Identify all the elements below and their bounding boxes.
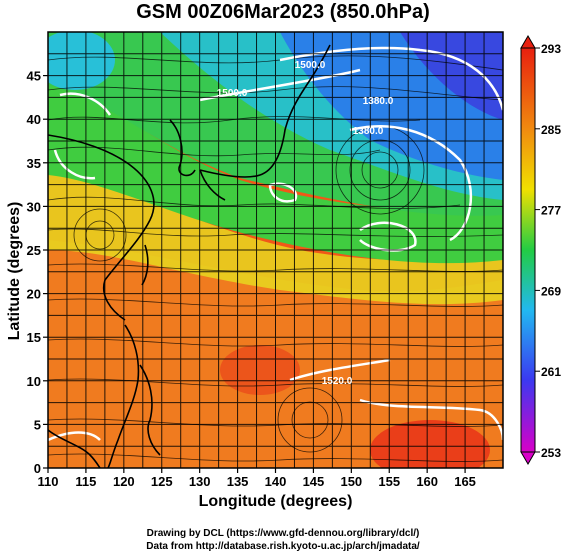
x-axis-ticks: 110 115 120 125 130 135 140 145 150 155 160 165 <box>38 468 476 489</box>
y-tick-label: 45 <box>27 69 41 84</box>
x-tick-label: 110 <box>38 474 59 489</box>
contour-label: 1380.0 <box>353 126 384 137</box>
x-tick-label: 125 <box>151 474 173 489</box>
colorbar-tick-label: 269 <box>541 284 561 298</box>
x-tick-label: 165 <box>454 474 476 489</box>
colorbar-top-arrow <box>520 35 536 49</box>
x-tick-label: 130 <box>189 474 211 489</box>
y-axis-title: Latitude (degrees) <box>6 201 23 341</box>
colorbar-tick-label: 277 <box>541 204 561 218</box>
x-tick-label: 140 <box>265 474 287 489</box>
page-title: GSM 00Z06Mar2023 (850.0hPa) <box>136 1 430 23</box>
x-tick-label: 120 <box>113 474 135 489</box>
contour-label: 1500.0 <box>295 60 326 71</box>
x-tick-label: 145 <box>303 474 325 489</box>
x-tick-label: 135 <box>227 474 249 489</box>
grid-lines <box>47 31 504 469</box>
contour-label-group: 1500.0 1500.0 1380.0 1380.0 1520.0 <box>217 60 394 387</box>
x-tick-label: 160 <box>416 474 438 489</box>
contour-label: 1520.0 <box>322 376 353 387</box>
colorbar-gradient <box>520 47 536 453</box>
colorbar-tick-label: 261 <box>541 365 561 379</box>
y-tick-label: 25 <box>27 243 41 258</box>
colorbar-ticks: 293 285 277 269 261 253 <box>535 42 561 460</box>
y-tick-label: 5 <box>34 417 41 432</box>
y-tick-label: 20 <box>27 287 41 302</box>
x-tick-label: 150 <box>340 474 362 489</box>
colorbar-tick-label: 293 <box>541 42 561 56</box>
colorbar-bottom-arrow <box>520 451 536 465</box>
data-credit: Data from http://database.rish.kyoto-u.a… <box>146 541 420 552</box>
y-tick-label: 35 <box>27 156 41 171</box>
x-tick-label: 115 <box>75 474 96 489</box>
contour-label: 1500.0 <box>217 88 248 99</box>
y-tick-label: 40 <box>27 112 41 127</box>
colorbar-tick-label: 253 <box>541 446 561 460</box>
y-axis-ticks: 0 5 10 15 20 25 30 35 40 45 <box>27 69 48 476</box>
y-tick-label: 10 <box>27 374 41 389</box>
colorbar-tick-label: 285 <box>541 123 561 137</box>
y-tick-label: 15 <box>27 330 41 345</box>
x-tick-label: 155 <box>378 474 400 489</box>
y-tick-label: 0 <box>34 461 41 476</box>
colorbar: 293 285 277 269 261 253 <box>520 35 561 465</box>
contour-label: 1380.0 <box>363 96 394 107</box>
coastlines <box>48 44 331 468</box>
y-tick-label: 30 <box>27 199 41 214</box>
x-axis-title: Longitude (degrees) <box>198 493 353 510</box>
drawing-credit: Drawing by DCL (https://www.gfd-dennou.o… <box>146 528 420 539</box>
